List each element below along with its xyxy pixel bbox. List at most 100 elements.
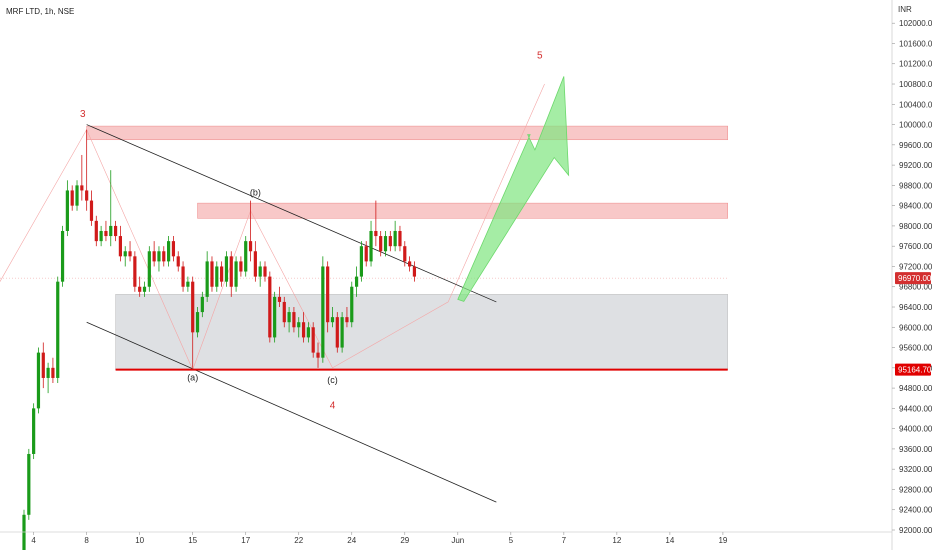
- price-tick-label: 100000.00: [899, 121, 932, 130]
- candle-body: [383, 236, 388, 252]
- candle-body: [60, 230, 65, 282]
- candle-body: [118, 236, 122, 257]
- price-tick-label: 97200.00: [899, 262, 932, 271]
- time-tick-label: 22: [294, 536, 303, 545]
- time-tick-label: 5: [509, 536, 514, 545]
- resistance-zone-upper: [86, 125, 728, 141]
- price-tick-label: 92400.00: [899, 506, 932, 515]
- candle-body: [65, 190, 69, 231]
- wave-label-4: (c): [327, 375, 338, 385]
- candle-body: [220, 266, 224, 282]
- candle-body: [292, 312, 296, 328]
- candle-body: [282, 301, 286, 323]
- candle-body: [133, 256, 137, 287]
- price-tick-label: 100400.00: [899, 100, 932, 109]
- candle-body: [234, 261, 238, 287]
- time-tick-label: 10: [135, 536, 144, 545]
- price-tick-label: 93600.00: [899, 445, 932, 454]
- price-tick-label: 96800.00: [899, 283, 932, 292]
- candle-body: [147, 251, 151, 287]
- candle-body: [253, 251, 257, 277]
- candle-body: [403, 246, 407, 262]
- candle-body: [340, 317, 344, 348]
- candle-body: [36, 352, 41, 409]
- time-tick-label: 15: [188, 536, 197, 545]
- time-tick-label: 24: [347, 536, 356, 545]
- candle-body: [306, 327, 310, 338]
- candle-body: [186, 281, 190, 287]
- support-zone: [115, 294, 728, 370]
- time-tick-label: Jun: [451, 536, 464, 545]
- candle-body: [176, 256, 180, 267]
- lines-layer: [0, 83, 728, 503]
- candle-body: [80, 185, 84, 191]
- candle-body: [224, 256, 229, 282]
- wave-label-1: 3: [80, 109, 86, 120]
- time-tick-label: 12: [612, 536, 621, 545]
- price-tick-label: 101600.00: [899, 39, 932, 48]
- candles-layer: [22, 129, 417, 555]
- price-tick-label: 94800.00: [899, 384, 932, 393]
- wave-label-2: (b): [250, 188, 261, 198]
- candle-body: [32, 408, 36, 454]
- price-axis: INR 102000.00 101600.00 101200.00 100800.00 1…: [891, 0, 932, 550]
- candle-body: [142, 286, 147, 292]
- candle-body: [412, 266, 417, 277]
- candle-body: [51, 367, 55, 378]
- candle-body: [171, 241, 176, 257]
- wave-label-5: 4: [330, 400, 336, 411]
- time-tick-label: 4: [31, 536, 36, 545]
- candle-body: [330, 317, 335, 323]
- support-price-badge: [895, 363, 931, 376]
- candle-body: [364, 246, 368, 262]
- candle-body: [379, 236, 383, 252]
- price-tick-label: 93200.00: [899, 465, 932, 474]
- last-price-badge: [895, 272, 931, 285]
- candle-body: [123, 251, 127, 257]
- time-tick-label: 7: [562, 536, 567, 545]
- candle-body: [273, 296, 277, 338]
- price-tick-label: 92800.00: [899, 485, 932, 494]
- candle-body: [258, 266, 262, 277]
- price-tick-label: 98400.00: [899, 202, 932, 211]
- candle-body: [195, 312, 200, 333]
- candle-body: [167, 241, 171, 262]
- price-tick-label: 94400.00: [899, 404, 932, 413]
- candle-body: [99, 230, 103, 242]
- candle-body: [191, 281, 195, 333]
- channel-lower-line: [86, 321, 497, 503]
- candle-body: [152, 251, 156, 262]
- price-tick-label: 99600.00: [899, 141, 932, 150]
- price-tick-label: 96000.00: [899, 323, 932, 332]
- candle-body: [354, 276, 359, 287]
- candle-body: [128, 251, 132, 257]
- candle-body: [85, 190, 89, 201]
- candle-body: [75, 185, 79, 206]
- candle-body: [263, 266, 267, 277]
- candle-body: [229, 256, 233, 287]
- price-tick-label: 102000.00: [899, 19, 932, 28]
- support-price-label: 95164.70: [898, 366, 932, 375]
- candle-body: [41, 352, 45, 378]
- candle-body: [22, 514, 26, 555]
- candle-body: [335, 317, 339, 348]
- candle-body: [239, 261, 243, 272]
- candle-body: [157, 251, 161, 262]
- candle-body: [350, 286, 354, 323]
- candle-body: [27, 453, 31, 515]
- channel-upper-line: [86, 124, 497, 303]
- candle-body: [326, 266, 330, 323]
- candle-body: [297, 322, 301, 328]
- candle-body: [89, 200, 94, 221]
- candle-body: [104, 230, 108, 237]
- candle-body: [56, 281, 60, 378]
- candle-body: [316, 352, 320, 358]
- price-axis-currency: INR: [898, 5, 912, 14]
- price-tick-label: 100800.00: [899, 80, 932, 89]
- candle-body: [398, 230, 402, 247]
- candle-body: [138, 286, 142, 292]
- candle-body: [301, 322, 306, 338]
- price-tick-label: 96400.00: [899, 303, 932, 312]
